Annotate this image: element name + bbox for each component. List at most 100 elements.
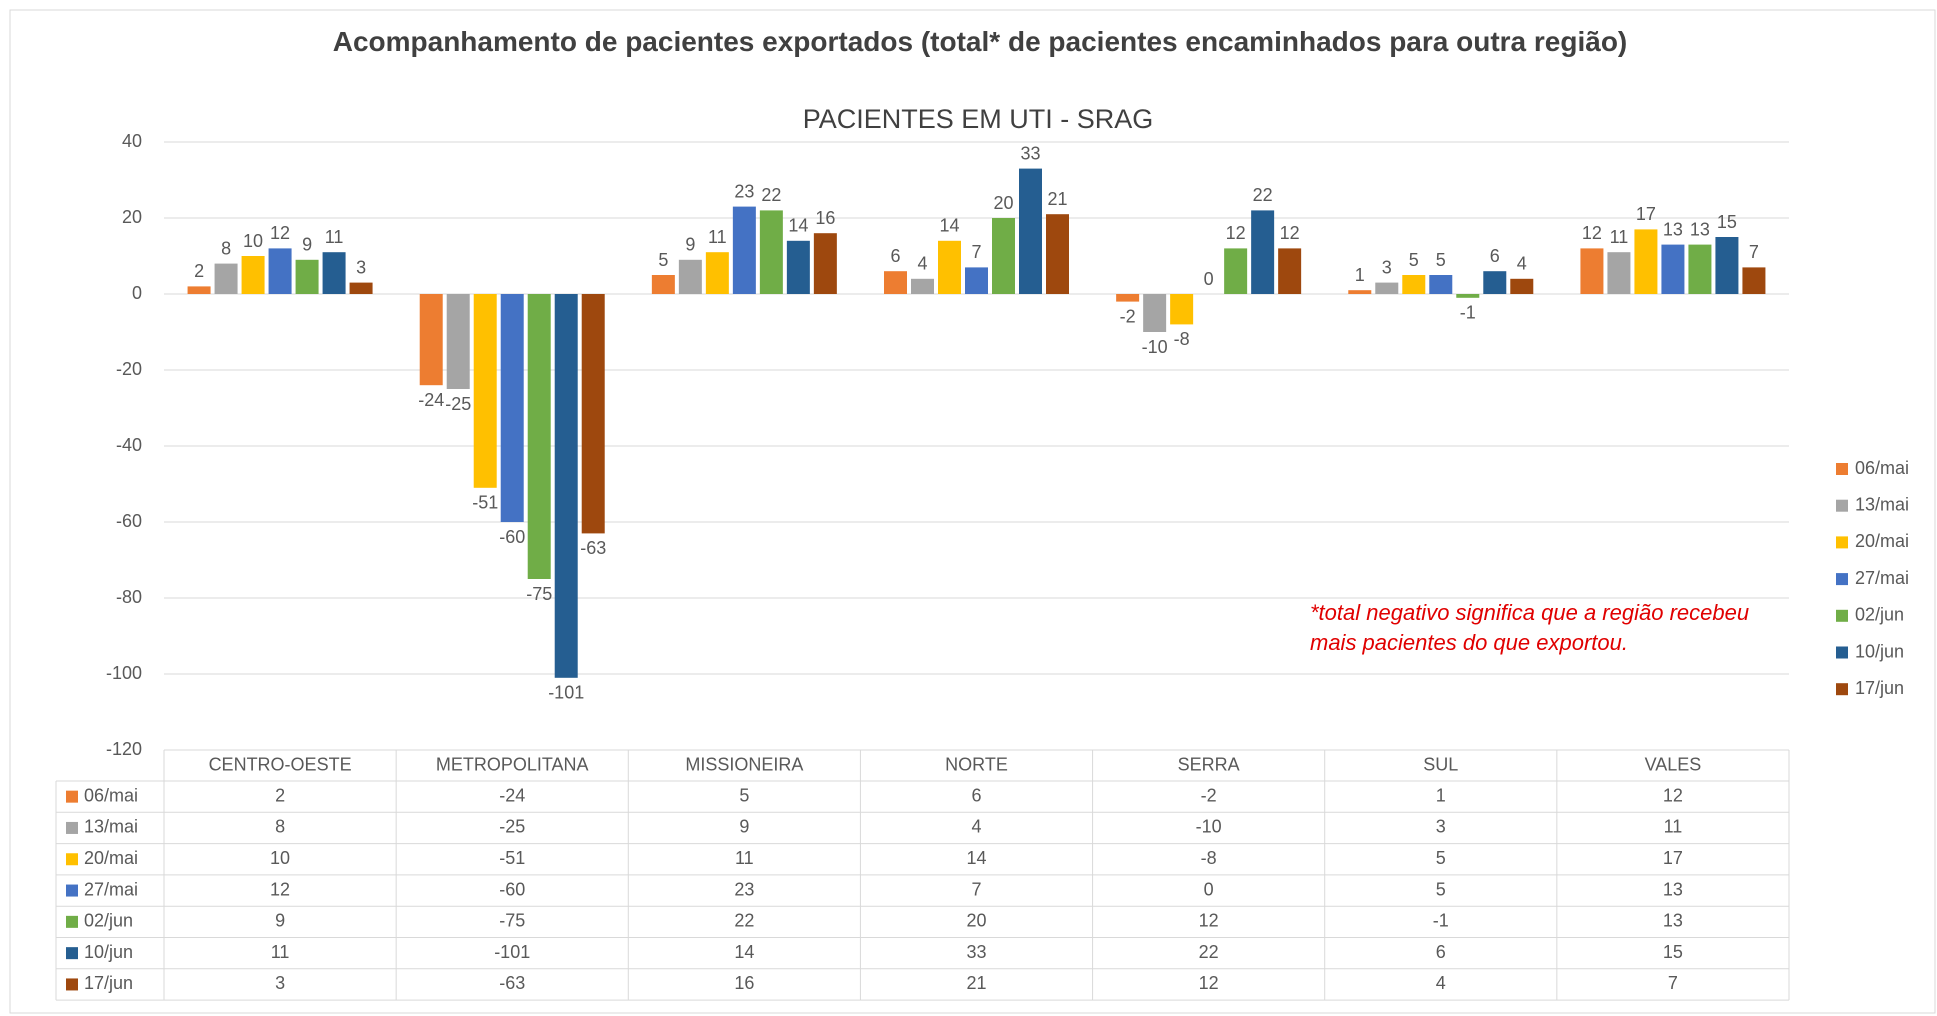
table-cell: 15 xyxy=(1663,942,1683,962)
table-cell: 9 xyxy=(275,911,285,931)
bar xyxy=(965,267,988,294)
bar xyxy=(322,252,346,294)
table-cell: 9 xyxy=(739,817,749,837)
data-label: 11 xyxy=(325,227,344,247)
y-tick-label: -100 xyxy=(106,663,142,683)
data-label: 16 xyxy=(815,208,835,228)
legend-swatch xyxy=(1836,609,1848,622)
table-cell: 11 xyxy=(1664,817,1683,837)
data-label: 12 xyxy=(1280,223,1300,243)
x-tick-label: CENTRO-OESTE xyxy=(209,754,352,774)
bar xyxy=(1224,248,1248,294)
data-label: 4 xyxy=(1517,254,1527,274)
data-label: 5 xyxy=(658,250,668,270)
table-cell: -63 xyxy=(499,973,525,993)
bar xyxy=(732,206,756,294)
legend-swatch xyxy=(1836,646,1848,659)
bar xyxy=(1742,267,1766,294)
data-label: 10 xyxy=(243,231,263,251)
table-cell: 23 xyxy=(734,879,754,899)
x-tick-label: SERRA xyxy=(1178,754,1240,774)
bar xyxy=(1510,278,1534,294)
bar xyxy=(446,294,470,389)
legend-swatch xyxy=(1836,536,1848,549)
table-cell: 22 xyxy=(1199,942,1219,962)
table-cell: 8 xyxy=(275,817,285,837)
data-label: -51 xyxy=(472,493,498,513)
table-cell: -2 xyxy=(1201,785,1217,805)
x-tick-label: MISSIONEIRA xyxy=(685,754,803,774)
table-cell: 12 xyxy=(1663,785,1683,805)
legend-label: 06/mai xyxy=(1855,458,1909,478)
data-label: 3 xyxy=(356,257,366,277)
y-tick-label: -80 xyxy=(116,587,142,607)
bar xyxy=(884,271,907,294)
table-legend-swatch xyxy=(66,853,78,866)
table-legend-swatch xyxy=(66,978,78,991)
bar xyxy=(214,263,238,294)
data-label: 15 xyxy=(1717,212,1737,232)
table-legend-swatch xyxy=(66,790,78,803)
table-cell: 12 xyxy=(1199,911,1219,931)
data-label: 11 xyxy=(1610,227,1629,247)
legend-swatch xyxy=(1836,573,1848,586)
bar xyxy=(1580,248,1604,294)
table-cell: -101 xyxy=(494,942,530,962)
data-label: 12 xyxy=(270,223,290,243)
data-label: 12 xyxy=(1226,223,1246,243)
table-row-label: 13/mai xyxy=(84,817,138,837)
data-label: 17 xyxy=(1636,204,1656,224)
table-cell: 17 xyxy=(1663,848,1683,868)
data-label: -75 xyxy=(526,584,552,604)
data-label: 14 xyxy=(788,216,808,236)
table-cell: 6 xyxy=(971,785,981,805)
data-label: 22 xyxy=(761,185,781,205)
table-cell: -60 xyxy=(499,879,525,899)
bar xyxy=(419,294,443,386)
chart-border xyxy=(9,9,1936,1014)
x-tick-label: METROPOLITANA xyxy=(436,754,589,774)
bar xyxy=(1278,248,1302,294)
table-cell: -51 xyxy=(499,848,525,868)
table-cell: 3 xyxy=(275,973,285,993)
bar xyxy=(187,286,211,294)
y-tick-label: -40 xyxy=(116,435,142,455)
data-label: 14 xyxy=(939,216,959,236)
x-tick-label: NORTE xyxy=(945,754,1008,774)
data-label: -63 xyxy=(580,538,606,558)
bar xyxy=(1019,168,1042,294)
bar xyxy=(759,210,783,294)
bar xyxy=(1375,282,1399,294)
bar xyxy=(1634,229,1658,294)
bar xyxy=(1116,294,1140,302)
bar xyxy=(911,278,934,294)
bar xyxy=(473,294,497,488)
data-label: 23 xyxy=(734,181,754,201)
table-cell: -24 xyxy=(499,785,525,805)
data-label: 11 xyxy=(708,227,727,247)
data-label: -101 xyxy=(548,683,584,703)
table-row-label: 02/jun xyxy=(84,911,133,931)
legend-label: 20/mai xyxy=(1855,531,1909,551)
bar xyxy=(1348,290,1372,294)
x-tick-label: VALES xyxy=(1645,754,1702,774)
bar xyxy=(705,252,729,294)
data-label: 22 xyxy=(1253,185,1273,205)
x-tick-label: SUL xyxy=(1423,754,1458,774)
bar xyxy=(786,240,810,294)
bar xyxy=(1143,294,1167,332)
bar xyxy=(1688,244,1712,294)
legend-swatch xyxy=(1836,683,1848,696)
data-label: -2 xyxy=(1120,306,1136,326)
data-label: 13 xyxy=(1663,219,1683,239)
table-cell: 20 xyxy=(966,911,986,931)
bar xyxy=(813,233,837,294)
data-label: -8 xyxy=(1174,329,1190,349)
table-cell: 0 xyxy=(1204,879,1214,899)
table-cell: 7 xyxy=(1668,973,1678,993)
bar xyxy=(241,256,265,294)
table-cell: 4 xyxy=(1436,973,1446,993)
data-label: 6 xyxy=(1490,246,1500,266)
table-cell: 12 xyxy=(270,879,290,899)
